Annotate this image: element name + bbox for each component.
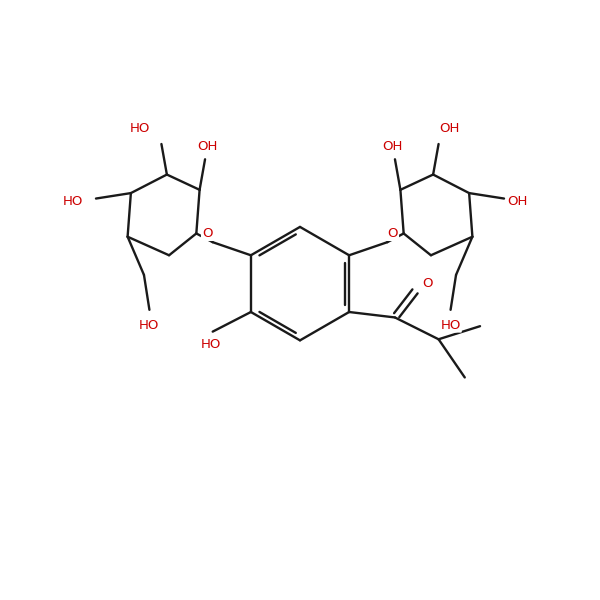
Text: OH: OH xyxy=(507,196,527,208)
Text: HO: HO xyxy=(130,122,151,135)
Text: O: O xyxy=(202,227,212,240)
Text: OH: OH xyxy=(439,122,460,135)
Text: HO: HO xyxy=(62,196,83,208)
Text: OH: OH xyxy=(197,140,217,152)
Text: HO: HO xyxy=(440,319,461,332)
Text: O: O xyxy=(422,277,433,290)
Text: HO: HO xyxy=(200,338,221,351)
Text: HO: HO xyxy=(139,319,160,332)
Text: O: O xyxy=(388,227,398,240)
Text: OH: OH xyxy=(383,140,403,152)
